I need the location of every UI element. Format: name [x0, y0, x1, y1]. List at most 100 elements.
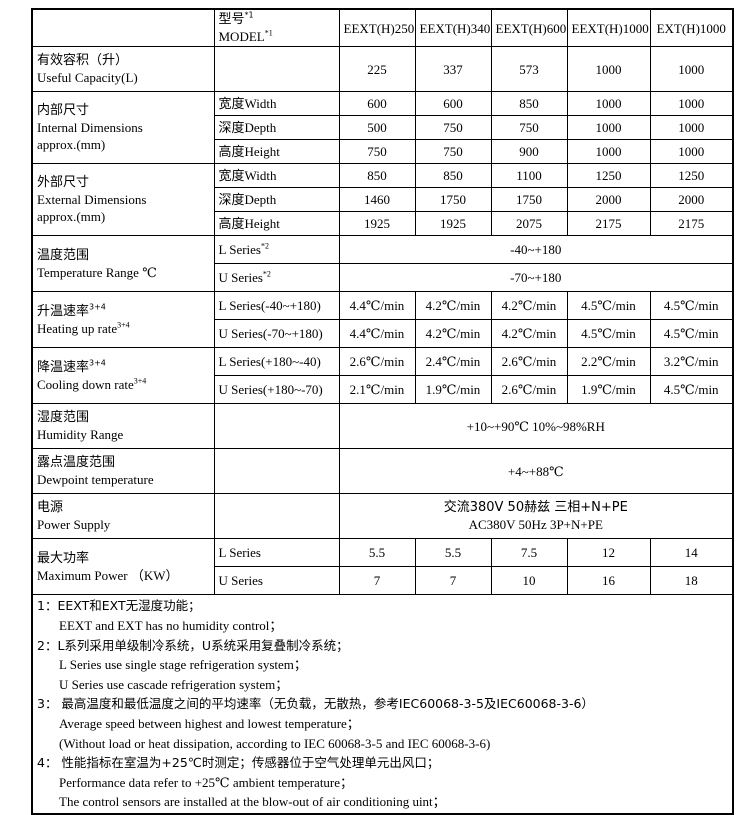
label-useful-capacity-en: Useful Capacity(L) [37, 70, 138, 86]
header-col-5: EXT(H)1000 [649, 8, 734, 48]
row-maximum-power-l: 最大功率 Maximum Power （KW） L Series 5.5 5.5… [31, 538, 734, 596]
value-maximum-power-l-1: 5.5 [338, 538, 416, 568]
row-external-dimensions-depth: 深度Depth 1460 1750 1750 2000 2000 [32, 187, 734, 213]
value-internal-depth-1: 500 [338, 115, 416, 141]
sub-external-depth: 深度Depth [213, 187, 340, 213]
value-internal-width-1: 600 [338, 91, 416, 117]
table-header-row: 型号*1 MODEL*1 EEXT(H)250 EEXT(H)340 EEXT(… [31, 8, 734, 48]
sub-temperature-l-series-text: L Series [218, 242, 261, 258]
value-external-width-4: 1250 [566, 163, 651, 189]
value-maximum-power-u-1: 7 [338, 566, 416, 596]
sub-cooling-u-series: U Series(+180~-70) [213, 375, 340, 405]
value-useful-capacity-4: 1000 [566, 46, 651, 93]
sub-internal-depth-en: Depth [244, 119, 277, 135]
sub-temperature-l-series: L Series*2 [213, 235, 340, 265]
value-heating-l-2: 4.2℃/min [414, 291, 492, 321]
label-temperature-range-en: Temperature Range ℃ [37, 264, 157, 280]
sub-external-width-cn: 宽度 [218, 168, 245, 184]
value-internal-depth-2: 750 [414, 115, 492, 141]
label-dewpoint-temperature-cn: 露点温度范围 [37, 455, 116, 471]
header-model-en-sup: *1 [264, 28, 273, 38]
value-heating-l-4: 4.5℃/min [566, 291, 651, 321]
value-maximum-power-l-3: 7.5 [490, 538, 568, 568]
note-3-en-1: Average speed between highest and lowest… [59, 716, 360, 732]
value-cooling-l-1: 2.6℃/min [338, 347, 416, 377]
note-2-en-u: U Series use cascade refrigeration syste… [59, 676, 289, 692]
value-external-height-3: 2075 [490, 211, 568, 237]
value-useful-capacity-2: 337 [414, 46, 492, 93]
specification-table: 型号*1 MODEL*1 EEXT(H)250 EEXT(H)340 EEXT(… [31, 8, 734, 815]
value-heating-u-1: 4.4℃/min [338, 319, 416, 349]
sub-temperature-u-series-text: U Series [218, 270, 263, 286]
value-heating-u-4: 4.5℃/min [566, 319, 651, 349]
sub-external-height-cn: 高度 [218, 216, 245, 232]
row-heating-up-rate-l: 升温速率3+4 Heating up rate3+4 L Series(-40~… [31, 291, 734, 349]
sub-dewpoint-temperature [213, 448, 340, 495]
row-dewpoint-temperature: 露点温度范围 Dewpoint temperature +4~+88℃ [31, 448, 734, 495]
value-cooling-u-5: 4.5℃/min [649, 375, 734, 405]
label-cooling-down-rate: 降温速率3+4 Cooling down rate3+4 [31, 347, 215, 405]
value-maximum-power-u-5: 18 [649, 566, 734, 596]
label-power-supply: 电源 Power Supply [31, 493, 215, 540]
value-external-width-3: 1100 [490, 163, 568, 189]
value-heating-u-3: 4.2℃/min [490, 319, 568, 349]
sub-internal-height-en: Height [244, 143, 280, 159]
value-internal-width-4: 1000 [566, 91, 651, 117]
label-heating-up-rate-en: Heating up rate [37, 320, 118, 336]
row-humidity-range: 湿度范围 Humidity Range +10~+90℃ 10%~98%RH [31, 403, 734, 450]
sub-cooling-l-series: L Series(+180~-40) [213, 347, 340, 377]
label-useful-capacity: 有效容积（升） Useful Capacity(L) [31, 46, 215, 93]
value-external-width-2: 850 [414, 163, 492, 189]
label-temperature-range-cn: 温度范围 [37, 247, 90, 263]
label-heating-up-rate: 升温速率3+4 Heating up rate3+4 [31, 291, 215, 349]
value-maximum-power-l-5: 14 [649, 538, 734, 568]
sub-external-width-en: Width [244, 167, 277, 183]
label-useful-capacity-cn: 有效容积（升） [37, 53, 129, 69]
value-internal-depth-5: 1000 [649, 115, 734, 141]
value-humidity-range: +10~+90℃ 10%~98%RH [338, 403, 734, 450]
row-useful-capacity: 有效容积（升） Useful Capacity(L) 225 337 573 1… [31, 46, 734, 93]
value-internal-depth-4: 1000 [566, 115, 651, 141]
header-col-3: EEXT(H)600 [490, 8, 568, 48]
header-model-cell: 型号*1 MODEL*1 [213, 8, 340, 48]
value-cooling-l-4: 2.2℃/min [566, 347, 651, 377]
value-useful-capacity-1: 225 [338, 46, 416, 93]
value-cooling-u-1: 2.1℃/min [338, 375, 416, 405]
label-heating-up-rate-en-sup: 3+4 [117, 320, 130, 330]
label-external-dimensions-approx: approx.(mm) [37, 209, 106, 225]
value-maximum-power-u-2: 7 [414, 566, 492, 596]
value-external-height-4: 2175 [566, 211, 651, 237]
label-cooling-down-rate-cn-sup: 3+4 [89, 358, 106, 368]
row-heating-up-rate-u: U Series(-70~+180) 4.4℃/min 4.2℃/min 4.2… [32, 319, 734, 349]
row-external-dimensions-height: 高度Height 1925 1925 2075 2175 2175 [32, 211, 734, 237]
sub-internal-depth-cn: 深度 [218, 120, 245, 136]
row-power-supply: 电源 Power Supply 交流380V 50赫兹 三相+N+PE AC38… [31, 493, 734, 540]
notes-block: 1：EEXT和EXT无湿度功能； EEXT and EXT has no hum… [31, 594, 734, 815]
note-1-cn: 1：EEXT和EXT无湿度功能； [37, 598, 201, 614]
label-heating-up-rate-cn: 升温速率 [37, 303, 90, 319]
sub-internal-width-en: Width [244, 95, 277, 111]
value-temperature-range-u: -70~+180 [338, 263, 734, 293]
label-internal-dimensions-en: Internal Dimensions [37, 120, 143, 136]
value-heating-u-2: 4.2℃/min [414, 319, 492, 349]
value-external-depth-4: 2000 [566, 187, 651, 213]
sub-internal-height: 高度Height [213, 139, 340, 165]
value-internal-width-5: 1000 [649, 91, 734, 117]
label-cooling-down-rate-cn: 降温速率 [37, 359, 90, 375]
note-4-en-2: The control sensors are installed at the… [59, 794, 446, 810]
sub-temperature-u-series: U Series*2 [213, 263, 340, 293]
label-maximum-power-cn: 最大功率 [37, 550, 90, 566]
sub-maximum-power-u-series: U Series [213, 566, 340, 596]
sub-internal-depth: 深度Depth [213, 115, 340, 141]
value-external-height-5: 2175 [649, 211, 734, 237]
header-model-cn: 型号 [218, 12, 245, 27]
value-temperature-range-l: -40~+180 [338, 235, 734, 265]
sub-internal-width-cn: 宽度 [218, 96, 245, 112]
value-external-depth-2: 1750 [414, 187, 492, 213]
note-4-cn: 4： 性能指标在室温为+25℃时测定；传感器位于空气处理单元出风口； [37, 755, 440, 771]
value-power-supply: 交流380V 50赫兹 三相+N+PE AC380V 50Hz 3P+N+PE [338, 493, 734, 540]
label-dewpoint-temperature-en: Dewpoint temperature [37, 472, 154, 488]
value-external-depth-3: 1750 [490, 187, 568, 213]
value-cooling-l-2: 2.4℃/min [414, 347, 492, 377]
row-external-dimensions-width: 外部尺寸 External Dimensions approx.(mm) 宽度W… [31, 163, 734, 237]
